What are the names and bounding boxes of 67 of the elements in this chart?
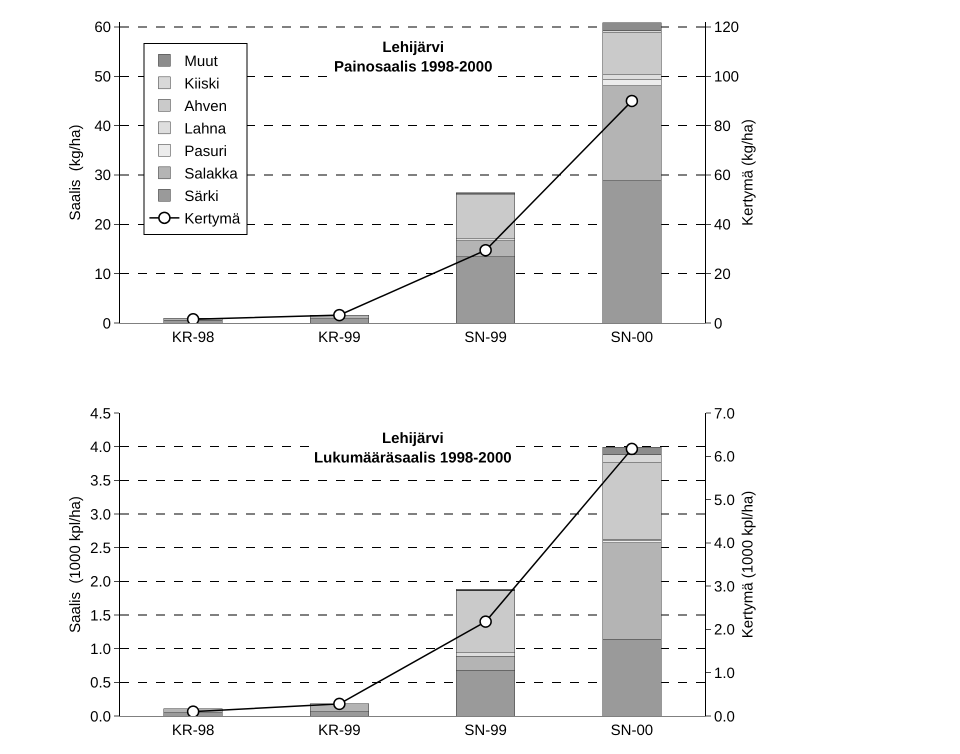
- point: [626, 442, 638, 456]
- y2-axis-title: Kertymä (1000 kpl/ha): [740, 490, 756, 638]
- y-tick-label: 40: [94, 118, 111, 135]
- y2-tick-label: 20: [714, 266, 731, 283]
- y-tick-label: 30: [94, 167, 111, 184]
- point: [186, 313, 200, 323]
- y-tick-label: 60: [94, 19, 111, 36]
- y2-tick-label: 5.0: [714, 492, 735, 509]
- point: [333, 308, 346, 322]
- legend-label: Särki: [184, 188, 219, 206]
- y-tick-label: 3.0: [90, 506, 111, 524]
- x-tick-label: SN-99: [464, 329, 507, 346]
- y-tick-label: 0.5: [90, 674, 111, 692]
- legend-label: Pasuri: [184, 143, 227, 160]
- x-tick-label: KR-98: [172, 329, 214, 346]
- y-tick-label: 20: [94, 216, 111, 234]
- legend-label: Salakka: [184, 166, 238, 183]
- y-tick-label: 10: [94, 266, 111, 283]
- text: Lehijärvi: [382, 39, 444, 56]
- point: [626, 94, 638, 108]
- point: [333, 698, 346, 710]
- x-tick-label: SN-99: [464, 722, 507, 739]
- point: [479, 615, 492, 628]
- y-tick-label: 0: [102, 315, 111, 332]
- bar: [456, 194, 516, 238]
- legend-label: Kertymä: [184, 210, 241, 228]
- y-tick-label: 1.5: [90, 607, 111, 624]
- y-tick-label: 2.0: [90, 574, 111, 591]
- x-tick-label: SN-00: [610, 722, 654, 739]
- y2-tick-label: 0.0: [714, 708, 735, 726]
- y-tick-label: 1.0: [90, 640, 111, 658]
- y2-tick-label: 2.0: [714, 622, 735, 639]
- y2-tick-label: 4.0: [714, 535, 735, 552]
- y2-tick-label: 100: [714, 68, 740, 86]
- y-tick-label: 3.5: [90, 472, 111, 490]
- y-tick-label: 0.0: [90, 708, 111, 726]
- x-tick-label: KR-99: [318, 722, 361, 739]
- y2-tick-label: 120: [714, 19, 740, 36]
- legend-label: Kiiski: [184, 76, 220, 93]
- x-tick-label: SN-00: [610, 329, 654, 346]
- bar: [456, 590, 516, 652]
- bar: [602, 22, 662, 32]
- y2-tick-label: 80: [714, 118, 731, 135]
- y2-axis-title: Kertymä (kg/ha): [740, 119, 756, 226]
- y-tick-label: 2.5: [90, 540, 111, 557]
- x-tick-label: KR-99: [318, 329, 361, 346]
- y2-tick-label: 7.0: [714, 405, 735, 422]
- text: Lehijärvi: [382, 430, 444, 447]
- y2-tick-label: 1.0: [714, 664, 735, 682]
- y2-tick-label: 6.0: [714, 448, 735, 466]
- point: [186, 705, 200, 716]
- legend-label: Lahna: [184, 120, 227, 138]
- text: Lukumääräsaalis 1998-2000: [314, 450, 512, 466]
- y2-tick-label: 60: [714, 167, 731, 184]
- point: [479, 244, 492, 256]
- y-axis-title: Saalis (kg/ha): [67, 124, 84, 220]
- y-tick-label: 4.5: [90, 405, 111, 422]
- y2-tick-label: 40: [714, 216, 731, 234]
- y-axis-title: Saalis (1000 kpl/ha): [67, 496, 84, 633]
- text: Painosaalis 1998-2000: [334, 58, 492, 76]
- y-tick-label: 4.0: [90, 438, 111, 456]
- legend-label: Ahven: [184, 98, 227, 116]
- x-tick-label: KR-98: [172, 722, 214, 739]
- y-tick-label: 50: [94, 68, 111, 86]
- legend-label: Muut: [184, 53, 219, 70]
- y2-tick-label: 3.0: [714, 578, 735, 596]
- y2-tick-label: 0: [714, 315, 722, 332]
